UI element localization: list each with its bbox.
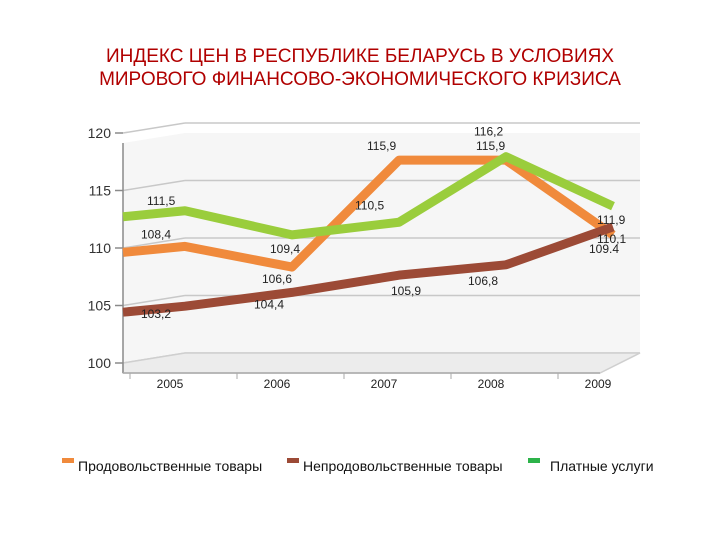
- data-label-food: 106,6: [262, 272, 292, 286]
- x-tick-label: 2009: [585, 377, 612, 391]
- legend-swatch-services: [528, 458, 540, 463]
- y-tick-label: 100: [88, 355, 112, 371]
- x-tick-label: 2007: [371, 377, 398, 391]
- legend-item-services: Платные услуги: [528, 458, 654, 478]
- data-label-food: 115,9: [476, 139, 505, 153]
- data-label-nonfood: 104,4: [254, 297, 284, 311]
- legend-swatch-food: [62, 458, 74, 463]
- y-tick-label: 110: [89, 240, 112, 256]
- data-label-services: 116,2: [474, 125, 503, 139]
- floor: [122, 352, 641, 374]
- chart-title-line-2: МИРОВОГО ФИНАНСОВО-ЭКОНОМИЧЕСКОГО КРИЗИС…: [99, 69, 621, 90]
- legend-item-food: Продовольственные товары: [62, 458, 262, 478]
- x-tick-label: 2005: [157, 377, 184, 391]
- gridline-depth: [122, 122, 186, 134]
- data-label-food: 108,4: [141, 227, 171, 241]
- y-tick-label: 105: [88, 298, 112, 314]
- series-line-food: [122, 155, 616, 272]
- data-label-services: 110,5: [355, 198, 384, 212]
- legend-label-nonfood: Непродовольственные товары: [303, 458, 503, 474]
- gridline-depth: [122, 237, 186, 249]
- gridline-depth: [122, 294, 186, 307]
- legend-swatch-nonfood: [287, 458, 299, 463]
- x-tick-label: 2008: [478, 377, 505, 391]
- data-label-services: 111,9: [597, 213, 626, 227]
- series-line-services: [122, 152, 615, 240]
- y-tick-label: 115: [89, 183, 112, 199]
- series-line-nonfood: [122, 222, 615, 317]
- data-label-services: 109,4: [270, 242, 300, 256]
- gridline-depth: [122, 179, 186, 192]
- legend-label-services: Платные услуги: [550, 458, 654, 474]
- legend-item-nonfood: Непродовольственные товары: [287, 458, 503, 478]
- data-label-nonfood: 103,2: [141, 307, 171, 321]
- chart-title-line-1: ИНДЕКС ЦЕН В РЕСПУБЛИКЕ БЕЛАРУСЬ В УСЛОВ…: [105, 46, 615, 67]
- data-label-food: 109.4: [589, 242, 619, 256]
- back-wall: [123, 133, 640, 363]
- data-label-nonfood: 105,9: [391, 284, 421, 298]
- data-label-nonfood: 106,8: [468, 274, 498, 288]
- legend-label-food: Продовольственные товары: [78, 458, 263, 474]
- data-label-nonfood: 110,1: [597, 232, 626, 246]
- y-tick-label: 120: [88, 125, 112, 141]
- x-tick-label: 2006: [264, 377, 291, 391]
- data-label-services: 111,5: [147, 194, 176, 208]
- data-label-food: 115,9: [367, 139, 396, 153]
